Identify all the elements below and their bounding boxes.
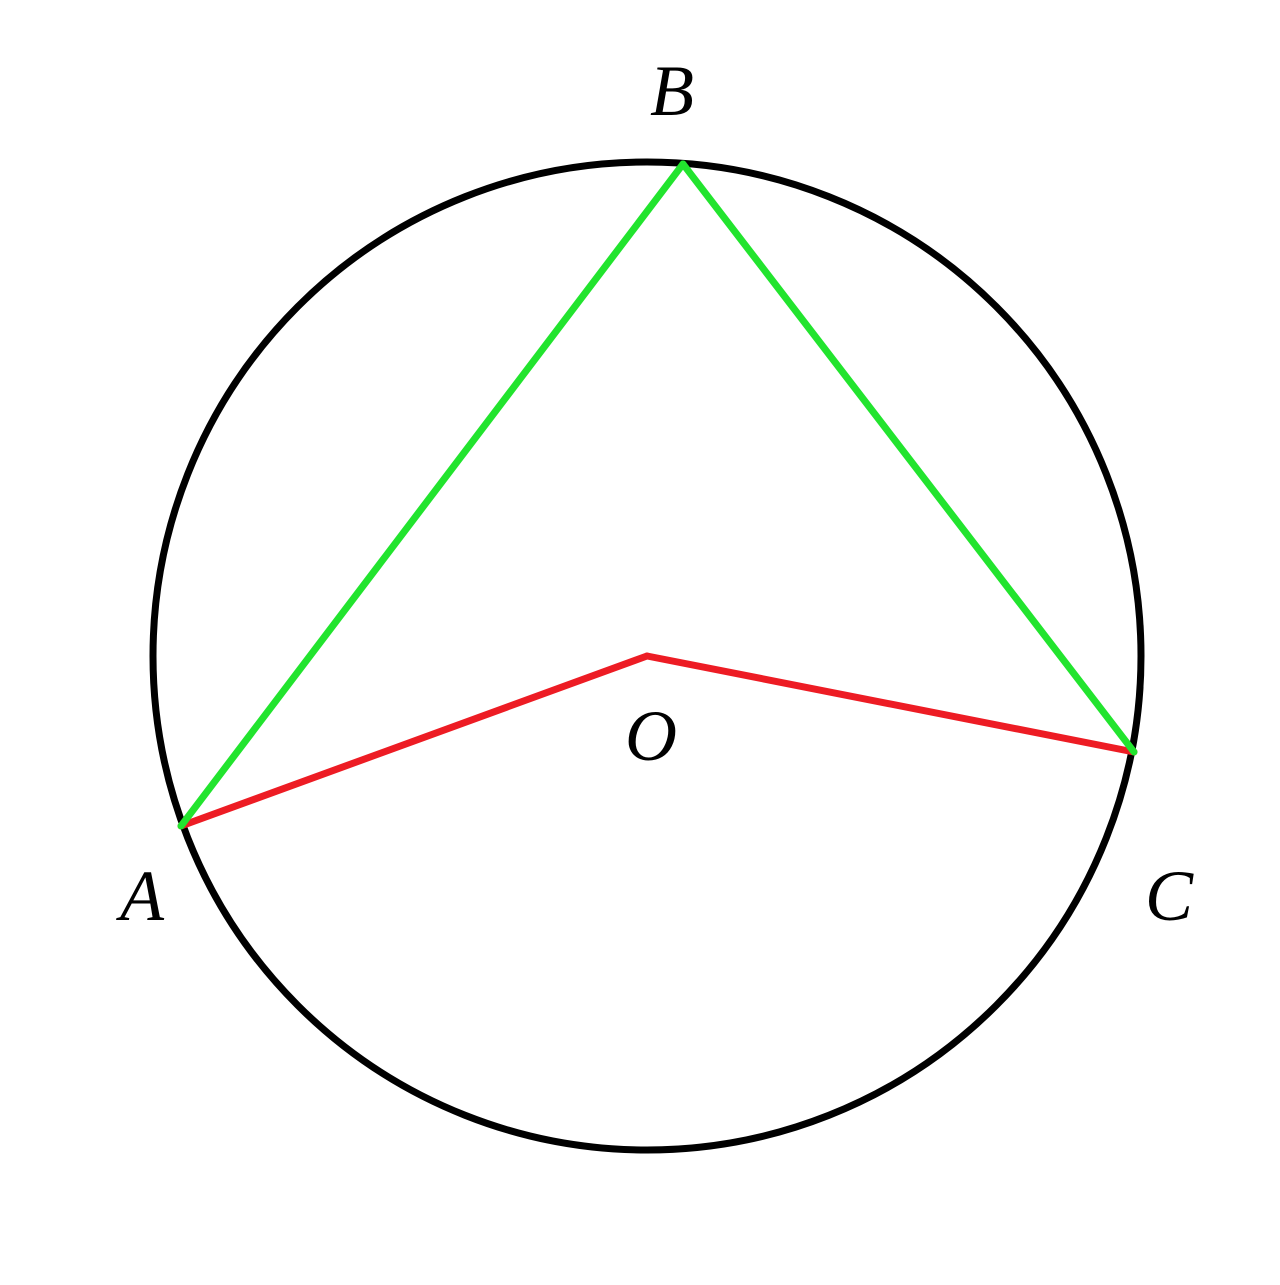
label-C: C [1145, 856, 1194, 936]
label-B: B [650, 51, 694, 131]
segment-BA [181, 164, 683, 826]
label-O: O [625, 696, 677, 776]
label-A: A [116, 856, 165, 936]
segment-OC [647, 656, 1134, 752]
geometry-diagram: A B C O [0, 0, 1280, 1285]
segment-OA [181, 656, 647, 826]
segment-BC [683, 164, 1134, 752]
